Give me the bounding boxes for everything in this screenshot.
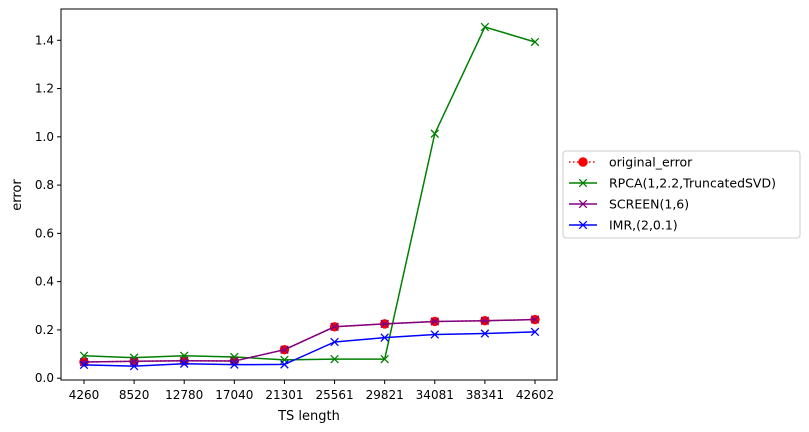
data-point [430, 330, 440, 339]
series-line [83, 331, 536, 367]
data-point [330, 337, 339, 347]
legend-entry: original_error [569, 155, 693, 170]
data-point [79, 360, 89, 370]
legend-entry: RPCA(1,2.2,TruncatedSVD) [569, 176, 776, 191]
series-line [83, 318, 536, 363]
y-axis-label: error [10, 179, 25, 211]
data-point [179, 359, 189, 368]
data-point [530, 327, 540, 337]
data-point [79, 351, 89, 361]
data-point [129, 361, 139, 371]
data-point [530, 37, 540, 47]
x-tick-label: 25561 [315, 388, 353, 402]
x-tick-label: 8520 [119, 388, 150, 402]
data-point [280, 345, 289, 354]
x-tick-label: 38341 [466, 388, 504, 402]
data-point [380, 333, 389, 342]
data-point [480, 22, 490, 32]
data-point [430, 317, 440, 326]
series-3 [79, 327, 540, 371]
x-tick-label: 34081 [416, 388, 454, 402]
data-point [330, 354, 339, 364]
data-point [230, 356, 239, 366]
y-tick-label: 1.0 [35, 130, 54, 144]
legend-entry: IMR,(2,0.1) [569, 218, 678, 233]
data-point [430, 129, 440, 138]
y-tick-label: 0.8 [35, 178, 54, 192]
plot-frame [60, 8, 558, 381]
x-tick-label: 29821 [366, 388, 404, 402]
legend-label: original_error [609, 155, 693, 170]
data-point [380, 354, 389, 364]
legend-label: SCREEN(1,6) [609, 197, 689, 212]
series-2 [79, 315, 540, 367]
x-tick-label: 17040 [215, 388, 253, 402]
y-tick-label: 0.2 [35, 323, 54, 337]
legend-entry: SCREEN(1,6) [569, 197, 689, 212]
legend-marker [578, 157, 588, 167]
y-tick-label: 0.0 [35, 371, 54, 385]
x-tick-label: 21301 [265, 388, 303, 402]
series-line [83, 318, 536, 363]
data-point [230, 360, 239, 369]
legend-marker [578, 178, 588, 188]
data-point [380, 319, 389, 329]
axes: 4260 8520 12780 17040 21301 25561 29821 34081 38… [35, 33, 554, 402]
y-tick-label: 0.6 [35, 226, 54, 240]
series-line [83, 26, 536, 361]
data-point [530, 315, 540, 324]
y-tick-label: 1.4 [35, 33, 54, 47]
data-point [330, 322, 339, 332]
legend: original_error RPCA(1,2.2,TruncatedSVD) SC… [562, 150, 801, 239]
legend-entries: original_error RPCA(1,2.2,TruncatedSVD) SC… [569, 155, 776, 233]
y-tick-label: 0.4 [35, 275, 54, 289]
data-point [280, 360, 289, 369]
legend-label: IMR,(2,0.1) [609, 218, 678, 233]
x-axis-label: TS length [277, 409, 340, 424]
legend-label: RPCA(1,2.2,TruncatedSVD) [609, 176, 776, 191]
legend-marker [578, 199, 588, 209]
y-tick-label: 1.2 [35, 82, 54, 96]
x-tick-label: 4260 [69, 388, 100, 402]
legend-box [562, 150, 801, 239]
data-point [230, 352, 239, 362]
data-point [129, 353, 139, 362]
series-0 [79, 314, 540, 367]
legend-marker [578, 220, 588, 230]
plot-area [79, 22, 540, 371]
x-tick-label: 42602 [516, 388, 554, 402]
series-1 [79, 22, 540, 365]
data-point [480, 329, 490, 338]
data-point [480, 316, 490, 326]
x-tick-label: 12780 [165, 388, 203, 402]
